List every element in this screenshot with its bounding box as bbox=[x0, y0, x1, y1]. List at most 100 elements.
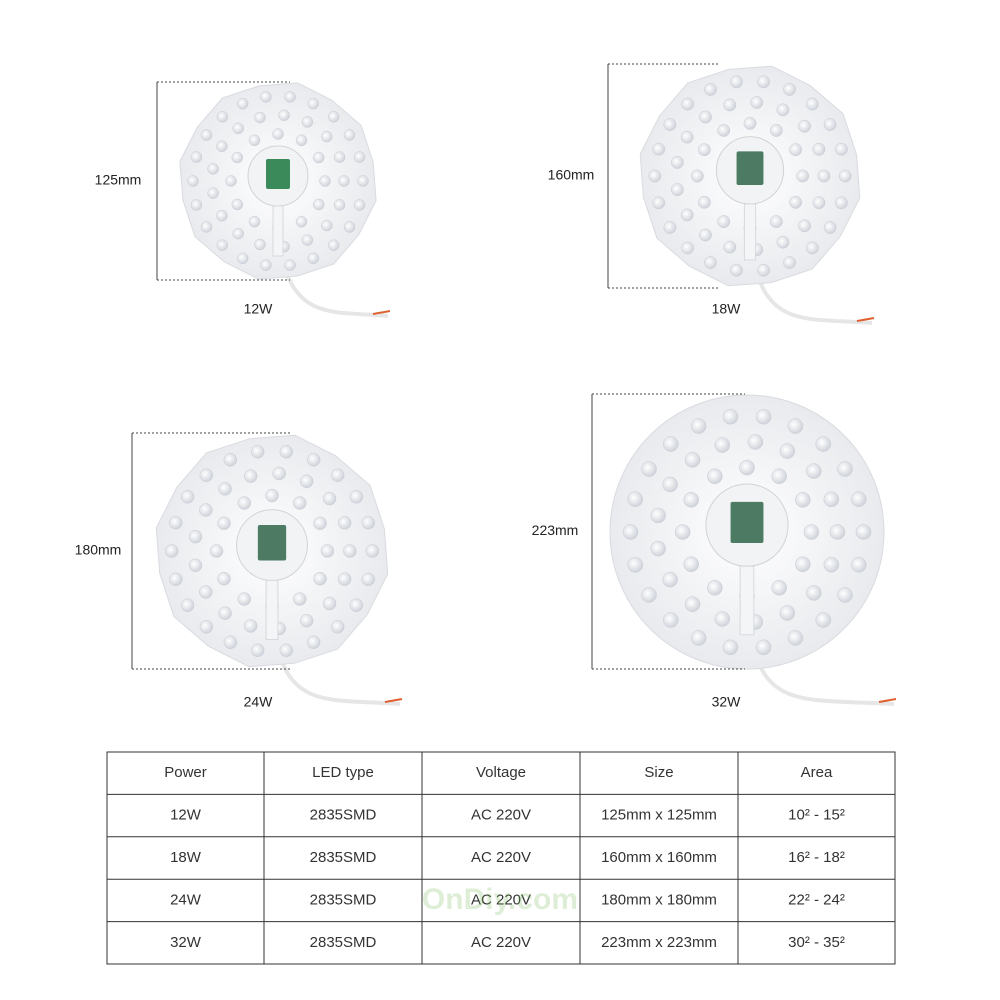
led bbox=[805, 97, 819, 111]
led bbox=[243, 469, 258, 483]
led bbox=[337, 572, 352, 586]
led bbox=[641, 461, 657, 477]
led bbox=[812, 196, 826, 210]
led bbox=[796, 169, 810, 183]
driver bbox=[730, 501, 764, 543]
led bbox=[284, 91, 296, 103]
led bbox=[284, 259, 296, 271]
led bbox=[312, 151, 325, 164]
led bbox=[164, 544, 179, 558]
led bbox=[272, 466, 286, 481]
cell: 223mm x 223mm bbox=[601, 934, 717, 951]
led bbox=[714, 611, 731, 627]
led bbox=[260, 91, 272, 103]
led bbox=[757, 75, 770, 89]
led bbox=[722, 408, 739, 425]
cell: AC 220V bbox=[471, 934, 531, 951]
cable bbox=[275, 644, 401, 706]
header-cell: Power bbox=[164, 764, 207, 781]
led bbox=[307, 252, 320, 265]
led bbox=[747, 434, 764, 450]
led bbox=[169, 572, 183, 586]
cell: 12W bbox=[170, 807, 202, 824]
led bbox=[699, 228, 712, 242]
led bbox=[330, 468, 345, 482]
led bbox=[243, 619, 258, 633]
led-module: 160mm 18W bbox=[548, 63, 875, 325]
led bbox=[806, 463, 822, 479]
led bbox=[217, 571, 231, 586]
led bbox=[641, 587, 657, 603]
cell: 125mm x 125mm bbox=[601, 807, 717, 824]
size-label: 223mm bbox=[532, 522, 579, 538]
led-module: 180mm 24W bbox=[75, 432, 403, 710]
cell: 2835SMD bbox=[310, 849, 377, 866]
led bbox=[776, 235, 790, 249]
size-label: 160mm bbox=[548, 167, 595, 183]
led bbox=[349, 490, 364, 504]
led bbox=[338, 175, 350, 187]
led bbox=[272, 128, 284, 140]
led bbox=[322, 596, 337, 611]
header-cell: LED type bbox=[312, 764, 374, 781]
led bbox=[232, 122, 244, 135]
cell: 22² - 24² bbox=[788, 891, 845, 908]
led bbox=[237, 592, 252, 606]
led bbox=[199, 468, 214, 482]
led bbox=[223, 453, 238, 467]
led bbox=[698, 195, 711, 209]
led bbox=[723, 98, 737, 112]
led bbox=[771, 468, 787, 485]
led bbox=[806, 585, 822, 601]
led bbox=[837, 461, 853, 477]
led bbox=[279, 643, 294, 658]
led bbox=[834, 142, 848, 156]
led bbox=[333, 199, 346, 211]
led bbox=[834, 196, 848, 210]
cell: 18W bbox=[170, 849, 202, 866]
led bbox=[674, 524, 691, 540]
led bbox=[306, 635, 321, 649]
modules: 125mm 12W 160mm 18W 180mm 24W 223mm 32W bbox=[75, 63, 897, 710]
led bbox=[663, 118, 677, 131]
cell: AC 220V bbox=[471, 849, 531, 866]
led bbox=[739, 459, 755, 476]
led bbox=[236, 97, 249, 110]
led bbox=[365, 544, 380, 558]
led bbox=[680, 208, 694, 222]
led bbox=[321, 130, 333, 143]
led bbox=[200, 129, 213, 141]
led bbox=[815, 612, 832, 628]
wire bbox=[372, 310, 391, 315]
led bbox=[216, 140, 228, 153]
led bbox=[663, 221, 677, 234]
led bbox=[662, 436, 679, 452]
led bbox=[330, 620, 345, 634]
cell: 2835SMD bbox=[310, 891, 377, 908]
cell: 10² - 15² bbox=[788, 807, 845, 824]
led bbox=[707, 579, 723, 596]
led bbox=[683, 492, 700, 508]
led bbox=[190, 151, 203, 163]
led bbox=[225, 175, 237, 187]
led bbox=[855, 524, 872, 540]
led bbox=[670, 156, 684, 169]
led bbox=[662, 612, 679, 628]
led bbox=[699, 110, 712, 124]
led bbox=[216, 209, 228, 222]
led bbox=[750, 95, 764, 109]
led bbox=[838, 169, 852, 183]
led bbox=[771, 579, 787, 596]
stem bbox=[743, 203, 757, 261]
led bbox=[343, 221, 356, 233]
led bbox=[237, 496, 252, 510]
led bbox=[343, 129, 356, 141]
led bbox=[327, 239, 340, 251]
led bbox=[823, 118, 837, 131]
led bbox=[207, 187, 219, 199]
led bbox=[333, 151, 346, 163]
led bbox=[301, 234, 314, 246]
led bbox=[295, 215, 308, 228]
cable bbox=[753, 265, 873, 325]
led bbox=[353, 151, 366, 163]
